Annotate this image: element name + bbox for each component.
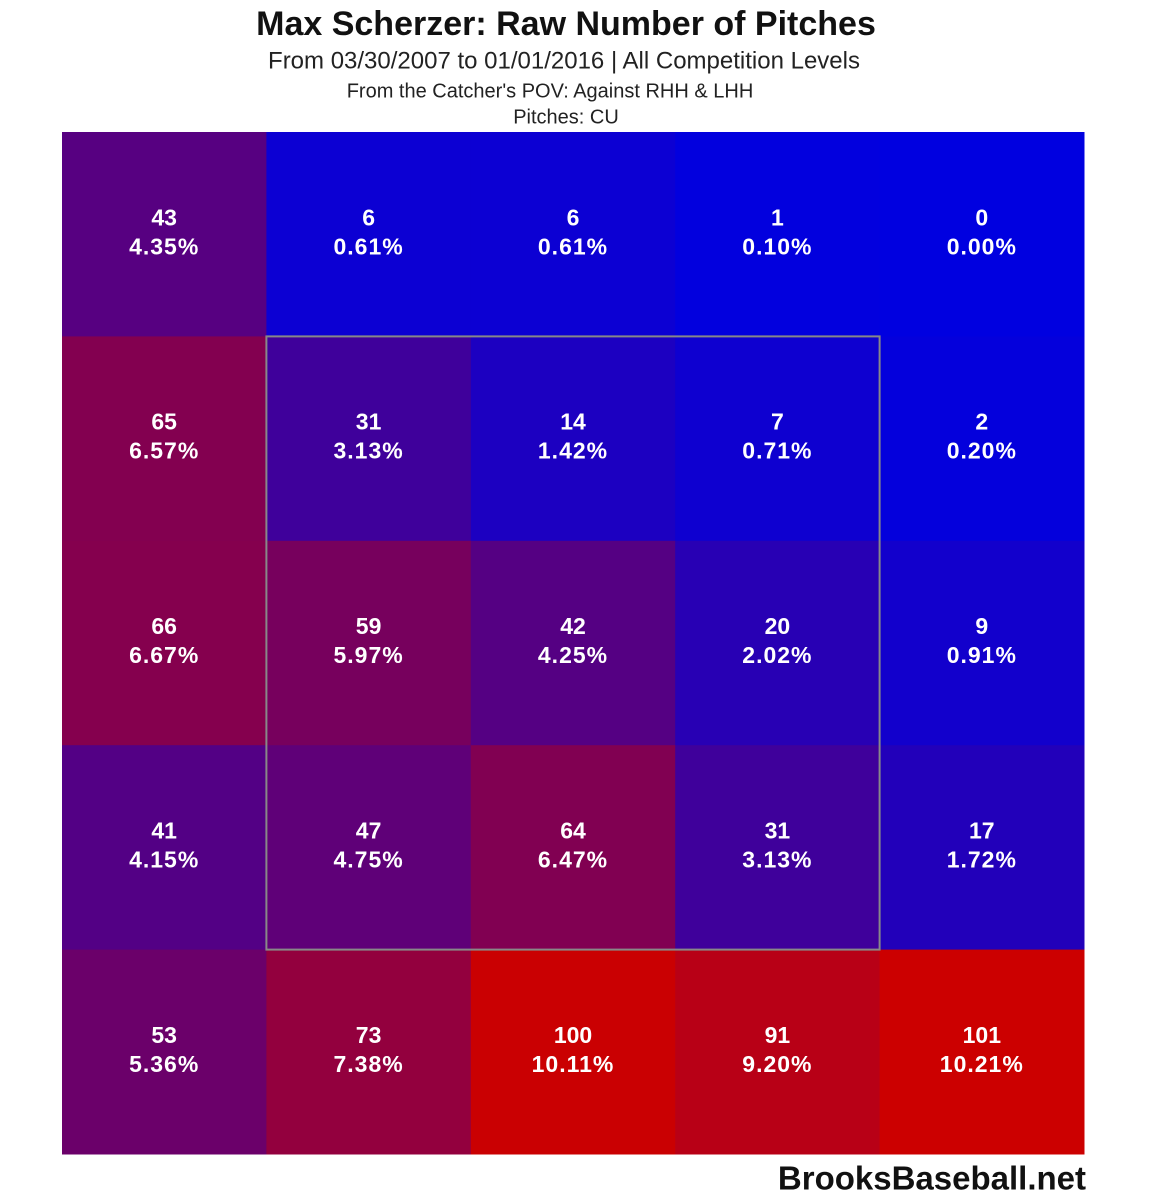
cell — [62, 540, 267, 746]
cell-count: 31 — [356, 409, 382, 435]
strike-zone — [265, 335, 881, 951]
cell — [62, 132, 267, 337]
cell — [879, 132, 1085, 337]
chart-subtitle: From 03/30/2007 to 01/01/2016 | All Comp… — [268, 47, 860, 74]
cell — [62, 336, 267, 542]
cell-count: 66 — [151, 613, 177, 639]
cell — [62, 949, 267, 1155]
cell-share: 6.67% — [129, 642, 199, 668]
cell — [470, 745, 676, 951]
cell-count: 7 — [771, 409, 784, 435]
cell-share: 4.35% — [129, 233, 199, 259]
cell-share: 10.11% — [532, 1051, 615, 1077]
note: Pitches: CU — [513, 106, 619, 128]
cell — [879, 949, 1085, 1155]
cell-share: 2.02% — [742, 642, 812, 668]
cell — [675, 540, 881, 746]
cell — [675, 745, 881, 951]
cell-count: 101 — [963, 1022, 1002, 1048]
cell-share: 3.13% — [333, 438, 403, 464]
cell — [879, 745, 1085, 951]
cell-share: 0.71% — [742, 438, 812, 464]
cell-count: 6 — [567, 204, 580, 230]
cell-count: 14 — [560, 409, 586, 435]
cell-count: 1 — [771, 204, 784, 230]
cell-count: 65 — [151, 409, 177, 435]
credit: BrooksBaseball.net — [778, 1160, 1086, 1197]
cell-count: 91 — [765, 1022, 791, 1048]
cell-share: 0.20% — [947, 438, 1017, 464]
cell-share: 10.21% — [940, 1051, 1024, 1077]
cell-share: 0.61% — [538, 233, 608, 259]
cell-share: 5.36% — [129, 1051, 199, 1077]
cell-share: 1.72% — [947, 846, 1017, 872]
cell-share: 0.10% — [742, 233, 812, 259]
cell-count: 73 — [356, 1022, 382, 1048]
cell-share: 4.75% — [333, 846, 403, 872]
cell — [675, 949, 881, 1155]
cell-count: 20 — [765, 613, 791, 639]
note: From the Catcher's POV: Against RHH & LH… — [347, 80, 754, 102]
chart-title: Max Scherzer: Raw Number of Pitches — [256, 5, 876, 43]
cell-share: 0.00% — [947, 233, 1017, 259]
cell — [675, 132, 881, 337]
cell — [266, 745, 472, 951]
cell-count: 47 — [356, 817, 382, 843]
cell-count: 0 — [975, 204, 988, 230]
heatmap-grid: 43 4.35% 6 0.61% 6 0.61% 1 0.10% 0 0.00% 65 6.57% 31… — [62, 132, 1085, 1155]
cell-count: 31 — [765, 817, 791, 843]
cell-share: 6.47% — [538, 846, 608, 872]
cell-share: 4.15% — [129, 846, 199, 872]
cell — [470, 540, 676, 746]
cell-count: 17 — [969, 817, 995, 843]
cell-count: 64 — [560, 817, 586, 843]
cell — [879, 540, 1085, 746]
cell-count: 9 — [975, 613, 988, 639]
cell-share: 5.97% — [333, 642, 403, 668]
cell — [470, 949, 676, 1155]
cell — [266, 132, 472, 337]
cell-share: 6.57% — [129, 438, 199, 464]
cell-count: 41 — [151, 817, 177, 843]
cell — [675, 336, 881, 542]
cell-share: 0.61% — [333, 233, 403, 259]
cell-count: 6 — [362, 204, 375, 230]
cell-count: 2 — [975, 409, 988, 435]
cell-share: 3.13% — [742, 846, 812, 872]
cell — [62, 745, 267, 951]
cell-share: 7.38% — [333, 1051, 403, 1077]
cell-count: 100 — [554, 1022, 592, 1048]
cell — [470, 132, 676, 337]
cell-share: 1.42% — [538, 438, 608, 464]
cell-count: 42 — [560, 613, 586, 639]
cell — [879, 336, 1085, 542]
cell — [266, 540, 472, 746]
cell-count: 59 — [356, 613, 382, 639]
cell-share: 9.20% — [742, 1051, 812, 1077]
cell — [470, 336, 676, 542]
cell-share: 4.25% — [538, 642, 608, 668]
cell — [266, 336, 472, 542]
cell-share: 0.91% — [947, 642, 1017, 668]
cell-count: 53 — [151, 1022, 177, 1048]
cell — [266, 949, 472, 1155]
cell-count: 43 — [151, 204, 177, 230]
